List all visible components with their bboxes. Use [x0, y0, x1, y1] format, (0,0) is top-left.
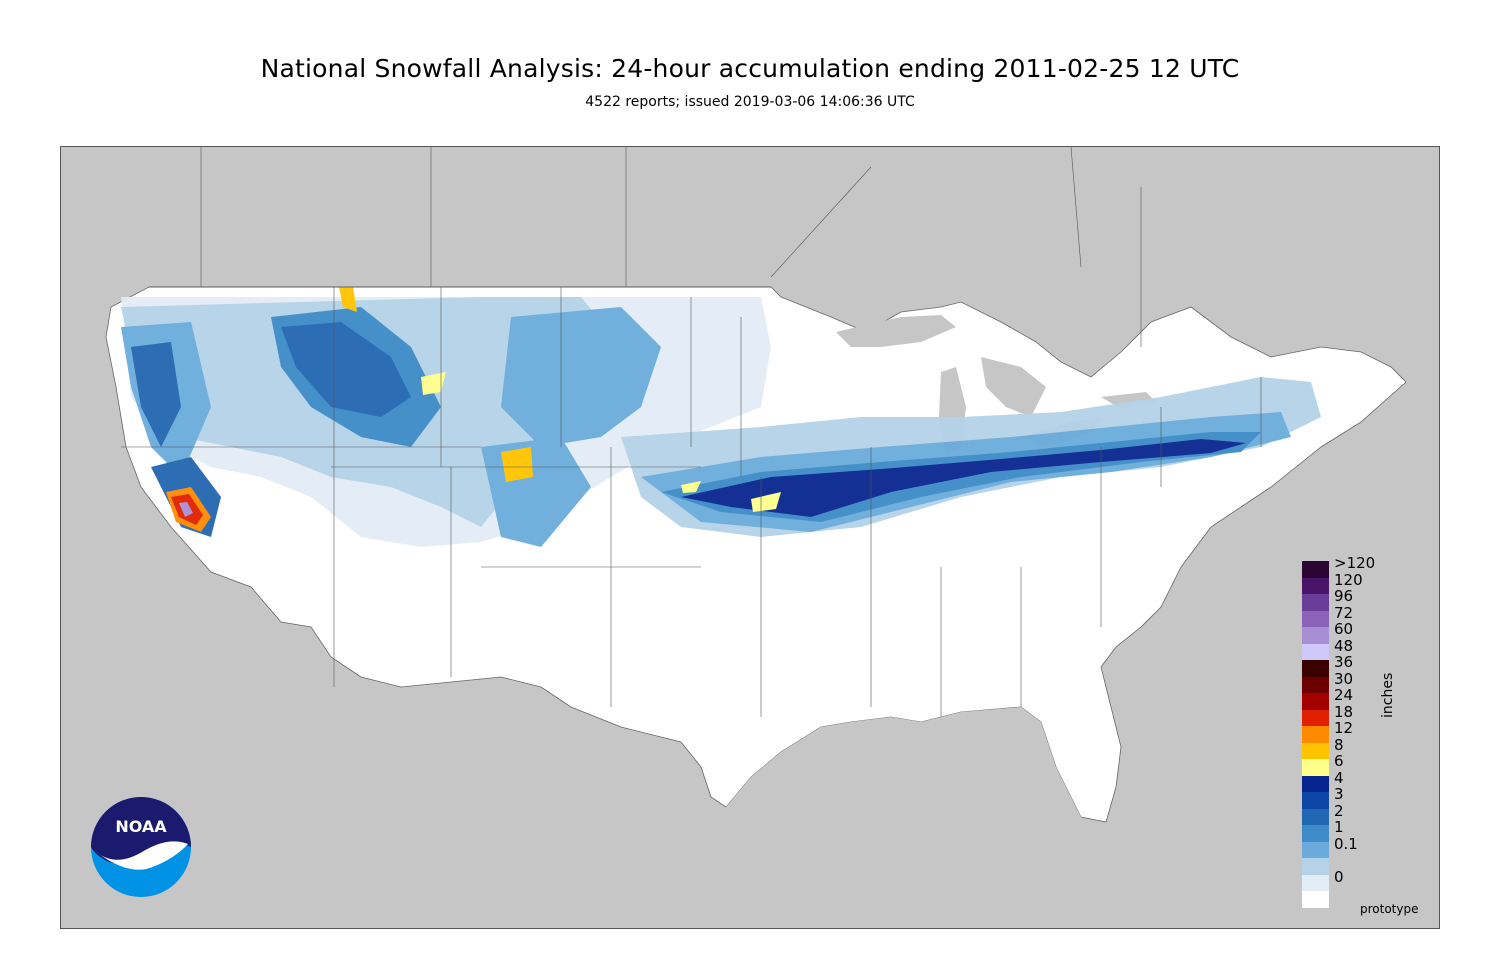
snowfall-map: [60, 146, 1440, 929]
legend-label: 24: [1334, 686, 1354, 704]
legend-label: 1: [1334, 818, 1344, 836]
legend-label: 120: [1334, 570, 1363, 589]
noaa-logo-gull: [95, 841, 188, 870]
legend-label: 12: [1334, 719, 1354, 737]
noaa-logo-top: [91, 797, 191, 864]
legend-swatch: [1302, 808, 1329, 825]
legend-label: 3: [1334, 785, 1344, 803]
legend-swatch: [1302, 874, 1329, 891]
legend-label: 60: [1334, 620, 1354, 638]
legend-label: 0: [1334, 867, 1344, 886]
legend-swatch: [1302, 759, 1329, 776]
legend-label: 36: [1334, 653, 1354, 671]
lake-superior: [836, 315, 956, 347]
canada-province-lines: [200, 147, 1142, 347]
legend-swatch: [1302, 693, 1329, 710]
legend-swatch: [1302, 594, 1329, 611]
legend-swatch: [1302, 891, 1329, 908]
legend-label: 8: [1334, 735, 1344, 754]
snowfall-field: [121, 287, 1321, 547]
legend-swatch: [1302, 577, 1329, 594]
legend-label: 30: [1334, 669, 1354, 688]
legend-units-label: inches: [1380, 672, 1396, 718]
legend-swatch: [1302, 627, 1329, 644]
legend-swatch: [1302, 841, 1329, 858]
lake-huron: [981, 357, 1046, 417]
legend-swatch: [1302, 858, 1329, 875]
noaa-logo-text: NOAA: [115, 817, 167, 836]
legend-label: 6: [1334, 752, 1344, 770]
map-subtitle: 4522 reports; issued 2019-03-06 14:06:36…: [585, 94, 915, 110]
legend-swatch: [1302, 660, 1329, 677]
legend-label: 72: [1334, 603, 1354, 622]
legend-label: 18: [1334, 702, 1354, 721]
legend-swatch: [1302, 825, 1329, 842]
map-title: National Snowfall Analysis: 24-hour accu…: [260, 54, 1240, 83]
legend-swatch: [1302, 775, 1329, 792]
legend-swatch: [1302, 676, 1329, 693]
legend-label: 48: [1334, 636, 1354, 655]
legend-swatch: [1302, 643, 1329, 660]
legend-label: >120: [1334, 554, 1376, 572]
legend-swatch: [1302, 742, 1329, 759]
legend-swatch: [1302, 709, 1329, 726]
legend-label: 2: [1334, 801, 1344, 820]
legend-swatch: [1302, 561, 1329, 578]
legend-label: 4: [1334, 768, 1344, 787]
legend-swatch: [1302, 726, 1329, 743]
legend-swatch: [1302, 792, 1329, 809]
pacific-ocean: [61, 147, 478, 928]
gulf-of-mexico: [662, 707, 1101, 928]
legend-swatch: [1302, 610, 1329, 627]
noaa-logo: NOAA: [90, 796, 192, 902]
legend-label: 0.1: [1334, 834, 1358, 853]
map-canvas: [61, 147, 1407, 928]
prototype-label: prototype: [1360, 902, 1419, 916]
legend-label: 96: [1334, 587, 1354, 605]
